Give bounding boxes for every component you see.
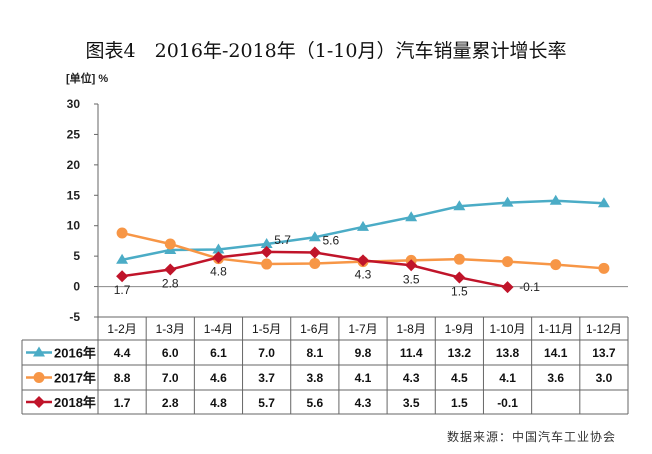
y-tick-label: -5	[69, 310, 80, 324]
unit-label: [单位] %	[66, 73, 109, 85]
category-label: 1-6月	[300, 322, 329, 336]
data-label: -0.1	[519, 280, 540, 294]
data-point	[405, 259, 418, 272]
table-cell: 2.8	[162, 396, 179, 410]
legend-marker	[33, 372, 45, 383]
table-cell: 5.7	[258, 396, 275, 410]
table-cell: 4.5	[451, 371, 468, 385]
data-point	[261, 258, 273, 270]
category-label: 1-2月	[107, 322, 136, 336]
category-label: 1-8月	[397, 322, 426, 336]
table-cell: 3.8	[306, 371, 323, 385]
table-cell: 4.3	[355, 396, 372, 410]
data-point	[212, 243, 225, 254]
category-label: 1-3月	[156, 322, 185, 336]
y-tick-label: 20	[67, 158, 81, 172]
table-cell: 13.8	[496, 346, 520, 360]
table-cell: 3.0	[596, 371, 613, 385]
legend-label: 2017年	[54, 371, 96, 386]
category-label: 1-7月	[348, 322, 377, 336]
table-cell: 3.6	[547, 371, 564, 385]
data-label: 4.3	[355, 267, 372, 281]
data-point	[453, 271, 466, 284]
chart-title: 图表4 2016年-2018年（1-10月）汽车销量累计增长率	[85, 40, 567, 62]
data-point	[501, 196, 514, 207]
data-point	[453, 200, 466, 211]
y-tick-label: 5	[73, 249, 80, 263]
table-cell: 1.5	[451, 396, 468, 410]
legend-label: 2018年	[54, 395, 96, 410]
data-point	[405, 211, 418, 222]
category-label: 1-11月	[538, 322, 573, 336]
table-cell: 9.8	[355, 346, 372, 360]
data-label: 1.5	[451, 284, 468, 298]
data-point	[308, 231, 321, 242]
data-point	[308, 246, 321, 259]
table-cell: 7.0	[258, 346, 275, 360]
legend-marker	[33, 346, 45, 357]
data-point	[116, 253, 129, 264]
data-point	[502, 256, 514, 268]
table-cell: 7.0	[162, 371, 179, 385]
data-label: 1.7	[114, 283, 131, 297]
y-tick-label: 0	[73, 280, 80, 294]
data-point	[550, 259, 562, 271]
data-point	[453, 253, 465, 265]
data-point	[164, 263, 177, 276]
table-cell: 1.7	[114, 396, 131, 410]
table-cell: 6.1	[210, 346, 227, 360]
data-point	[116, 227, 128, 239]
data-point	[549, 194, 562, 205]
data-label: 3.5	[403, 272, 420, 286]
category-label: 1-12月	[586, 322, 622, 336]
legend-label: 2016年	[54, 346, 96, 361]
table-cell: 8.8	[114, 371, 131, 385]
data-point	[309, 257, 321, 269]
table-cell: -0.1	[497, 396, 518, 410]
data-point	[597, 197, 610, 208]
table-cell: 11.4	[400, 346, 423, 360]
legend-marker	[33, 396, 45, 408]
data-point	[501, 281, 514, 294]
table-cell: 13.7	[592, 346, 616, 360]
source-note: 数据来源：中国汽车工业协会	[446, 430, 616, 444]
data-point	[260, 237, 273, 248]
table-cell: 8.1	[306, 346, 323, 360]
table-cell: 4.4	[114, 346, 131, 360]
data-point	[598, 262, 610, 274]
data-label: 5.7	[274, 233, 291, 247]
table-cell: 14.1	[544, 346, 568, 360]
category-label: 1-5月	[252, 322, 281, 336]
y-tick-label: 25	[67, 127, 81, 141]
category-label: 1-9月	[445, 322, 474, 336]
table-cell: 4.8	[210, 396, 227, 410]
table-cell: 4.1	[355, 371, 372, 385]
data-point	[164, 238, 176, 250]
data-label: 2.8	[162, 277, 179, 291]
data-point	[116, 270, 129, 283]
data-point	[212, 251, 225, 264]
y-tick-label: 30	[67, 97, 81, 111]
data-point	[357, 254, 369, 267]
y-tick-label: 15	[67, 188, 81, 202]
table-cell: 4.3	[403, 371, 420, 385]
category-label: 1-4月	[204, 322, 233, 336]
y-tick-label: 10	[67, 219, 81, 233]
table-cell: 6.0	[162, 346, 179, 360]
table-cell: 13.2	[448, 346, 472, 360]
data-label: 4.8	[210, 264, 227, 278]
table-cell: 3.7	[258, 371, 275, 385]
data-point	[260, 245, 273, 258]
data-point	[357, 220, 369, 231]
category-label: 1-10月	[490, 322, 526, 336]
table-cell: 4.1	[499, 371, 516, 385]
data-label: 5.6	[322, 233, 339, 247]
table-cell: 3.5	[403, 396, 420, 410]
table-cell: 4.6	[210, 371, 227, 385]
table-cell: 5.6	[306, 396, 323, 410]
